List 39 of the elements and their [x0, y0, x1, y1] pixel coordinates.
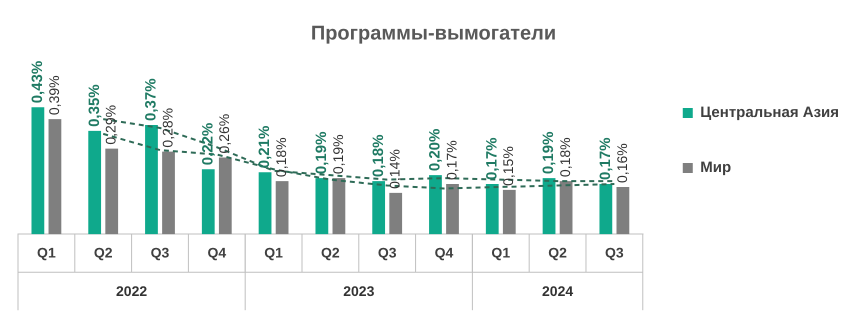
- x-tick-label: Q3: [378, 244, 397, 260]
- data-label: 0,18%: [556, 137, 573, 178]
- text: 2024: [542, 283, 574, 300]
- data-label: 0,18%: [370, 134, 387, 178]
- data-label: 0,14%: [386, 149, 403, 189]
- x-tick-label: Q1: [37, 244, 56, 260]
- x-tick-label: Q2: [548, 244, 568, 260]
- text: 2022: [116, 283, 148, 300]
- x-tick-label: Q3: [605, 244, 624, 260]
- data-label: 0,15%: [500, 146, 516, 186]
- data-label: 0,29%: [102, 104, 119, 145]
- data-label: 0,21%: [256, 126, 274, 168]
- chart-title: Программы-вымогатели: [310, 22, 556, 45]
- x-tick-label: Q4: [207, 244, 226, 260]
- legend-label: Мир: [700, 159, 732, 176]
- data-label: 0,28%: [159, 108, 176, 148]
- data-label: 0,39%: [46, 75, 62, 116]
- data-label: 0,17%: [596, 137, 614, 180]
- x-tick-label: Q2: [321, 244, 340, 260]
- x-tick-label: Q1: [264, 244, 284, 260]
- data-label: 0,16%: [614, 143, 630, 183]
- data-label: 0,17%: [483, 137, 500, 180]
- data-label: 0,18%: [272, 137, 289, 178]
- x-tick-label: Q2: [94, 244, 113, 260]
- x-tick-label: Q1: [491, 244, 510, 260]
- data-label: 0,19%: [330, 134, 346, 174]
- data-label: 0,22%: [199, 122, 216, 166]
- data-label: 0,17%: [443, 140, 460, 180]
- x-tick-label: Q4: [434, 244, 454, 260]
- legend-label: Центральная Азия: [700, 104, 840, 122]
- data-label: 0,35%: [86, 84, 103, 127]
- data-label: 0,20%: [426, 128, 444, 172]
- text: 2023: [343, 283, 375, 300]
- data-label: 0,26%: [216, 114, 232, 154]
- data-label: 0,43%: [29, 60, 46, 104]
- data-label: 0,19%: [313, 132, 330, 174]
- data-label: 0,19%: [540, 132, 558, 174]
- data-label: 0,37%: [142, 78, 160, 122]
- x-tick-label: Q3: [150, 244, 170, 260]
